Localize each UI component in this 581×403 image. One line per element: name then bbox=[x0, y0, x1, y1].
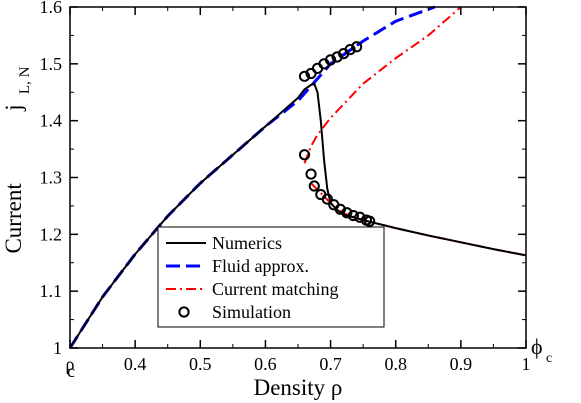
y-axis-title-main: Current bbox=[1, 183, 26, 254]
y-tick-label-6: 1.6 bbox=[40, 0, 63, 17]
right-edge-label: ϕ c bbox=[531, 334, 552, 366]
y-tick-label-5: 1.5 bbox=[40, 54, 63, 74]
x-tick-label-3: 0.6 bbox=[254, 354, 277, 374]
simulation-point-11 bbox=[308, 180, 320, 192]
x-tick-label-5: 0.8 bbox=[384, 354, 407, 374]
legend-items: Numerics Fluid approx. Current matching Sim… bbox=[166, 233, 338, 322]
y-tick-label-4: 1.4 bbox=[40, 111, 63, 131]
series-numerics-line bbox=[69, 82, 527, 349]
x-tick-label-1: 0.4 bbox=[124, 354, 147, 374]
y-axis-title-subscript: L, N bbox=[17, 66, 33, 94]
y-tick-label-2: 1.2 bbox=[40, 224, 63, 244]
series-layer bbox=[68, 5, 527, 349]
right-edge-label-main: ϕ bbox=[531, 334, 543, 359]
y-axis-title: Current j L, N bbox=[1, 66, 33, 253]
simulation-point-17 bbox=[347, 209, 359, 222]
x-tick-label-0: ρ bbox=[66, 354, 75, 374]
right-edge-label-sub: c bbox=[546, 351, 552, 366]
simulation-point-8 bbox=[351, 41, 363, 53]
x-tick-label-2: 0.5 bbox=[189, 354, 212, 374]
x-tick-label-7: 1 bbox=[522, 354, 531, 374]
simulation-point-4 bbox=[324, 54, 337, 66]
y-tick-label-1: 1.1 bbox=[40, 281, 63, 301]
simulation-point-16 bbox=[341, 207, 353, 219]
legend-swatch-simulation bbox=[178, 306, 190, 318]
simulation-point-13 bbox=[321, 193, 333, 205]
legend: Numerics Fluid approx. Current matching Sim… bbox=[157, 226, 385, 328]
x-tick-label-4: 0.7 bbox=[319, 354, 342, 374]
series-current-matching-line bbox=[303, 6, 462, 164]
simulation-point-9 bbox=[298, 149, 311, 161]
simulation-point-7 bbox=[344, 44, 356, 56]
y-axis-title-symbol: j bbox=[1, 104, 26, 111]
simulation-point-20 bbox=[364, 215, 376, 227]
legend-label-fluid-approx: Fluid approx. bbox=[212, 256, 309, 276]
axes-layer: ρc 0.4 0.5 0.6 0.7 0.8 0.9 1 1 1.1 1.2 1.3 1.4 1.5 1.6 bbox=[40, 0, 531, 381]
legend-label-current-matching: Current matching bbox=[212, 279, 338, 299]
simulation-point-0 bbox=[298, 70, 311, 82]
y-tick-label-3: 1.3 bbox=[40, 168, 63, 188]
legend-label-simulation: Simulation bbox=[212, 302, 291, 322]
x-axis-title: Density ρ bbox=[254, 375, 343, 400]
simulation-point-10 bbox=[305, 168, 317, 180]
y-tick-label-0: 1 bbox=[53, 338, 62, 358]
legend-label-numerics: Numerics bbox=[212, 233, 282, 253]
x-tick-sublabel-0: c bbox=[67, 361, 75, 381]
x-tick-label-6: 0.9 bbox=[450, 354, 473, 374]
simulation-point-18 bbox=[354, 211, 366, 223]
